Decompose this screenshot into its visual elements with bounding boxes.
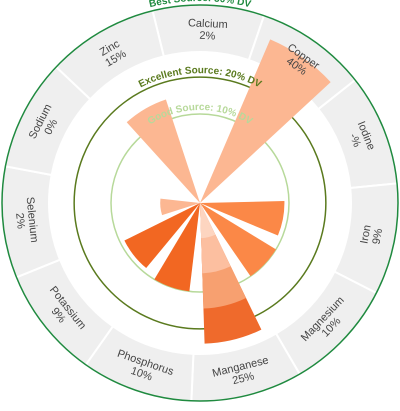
segment-value: 2% <box>199 30 216 43</box>
value-bar-phosphorus <box>154 203 200 292</box>
value-bar-copper <box>200 39 331 204</box>
value-bar-potassium <box>124 203 200 269</box>
value-bar-magnesium <box>200 203 276 277</box>
value-bar-zinc <box>126 99 200 203</box>
value-bar-manganese <box>200 203 262 344</box>
reference-ring-good-source-10-dv <box>110 113 290 293</box>
reference-ring-excellent-source-20-dv <box>73 76 327 330</box>
value-bar-iron <box>200 201 285 236</box>
segment-value: 2% <box>13 212 27 229</box>
segment-value: 9% <box>370 227 385 245</box>
segment-value: 25% <box>231 370 255 387</box>
segment-name: Calcium <box>188 17 228 31</box>
reference-ring-best-source-50-dv <box>1 4 399 402</box>
segment-name: Iron <box>358 224 373 245</box>
segment-value: -% <box>347 132 363 149</box>
value-bar-selenium <box>160 198 200 216</box>
segment-name: Selenium <box>24 196 40 243</box>
